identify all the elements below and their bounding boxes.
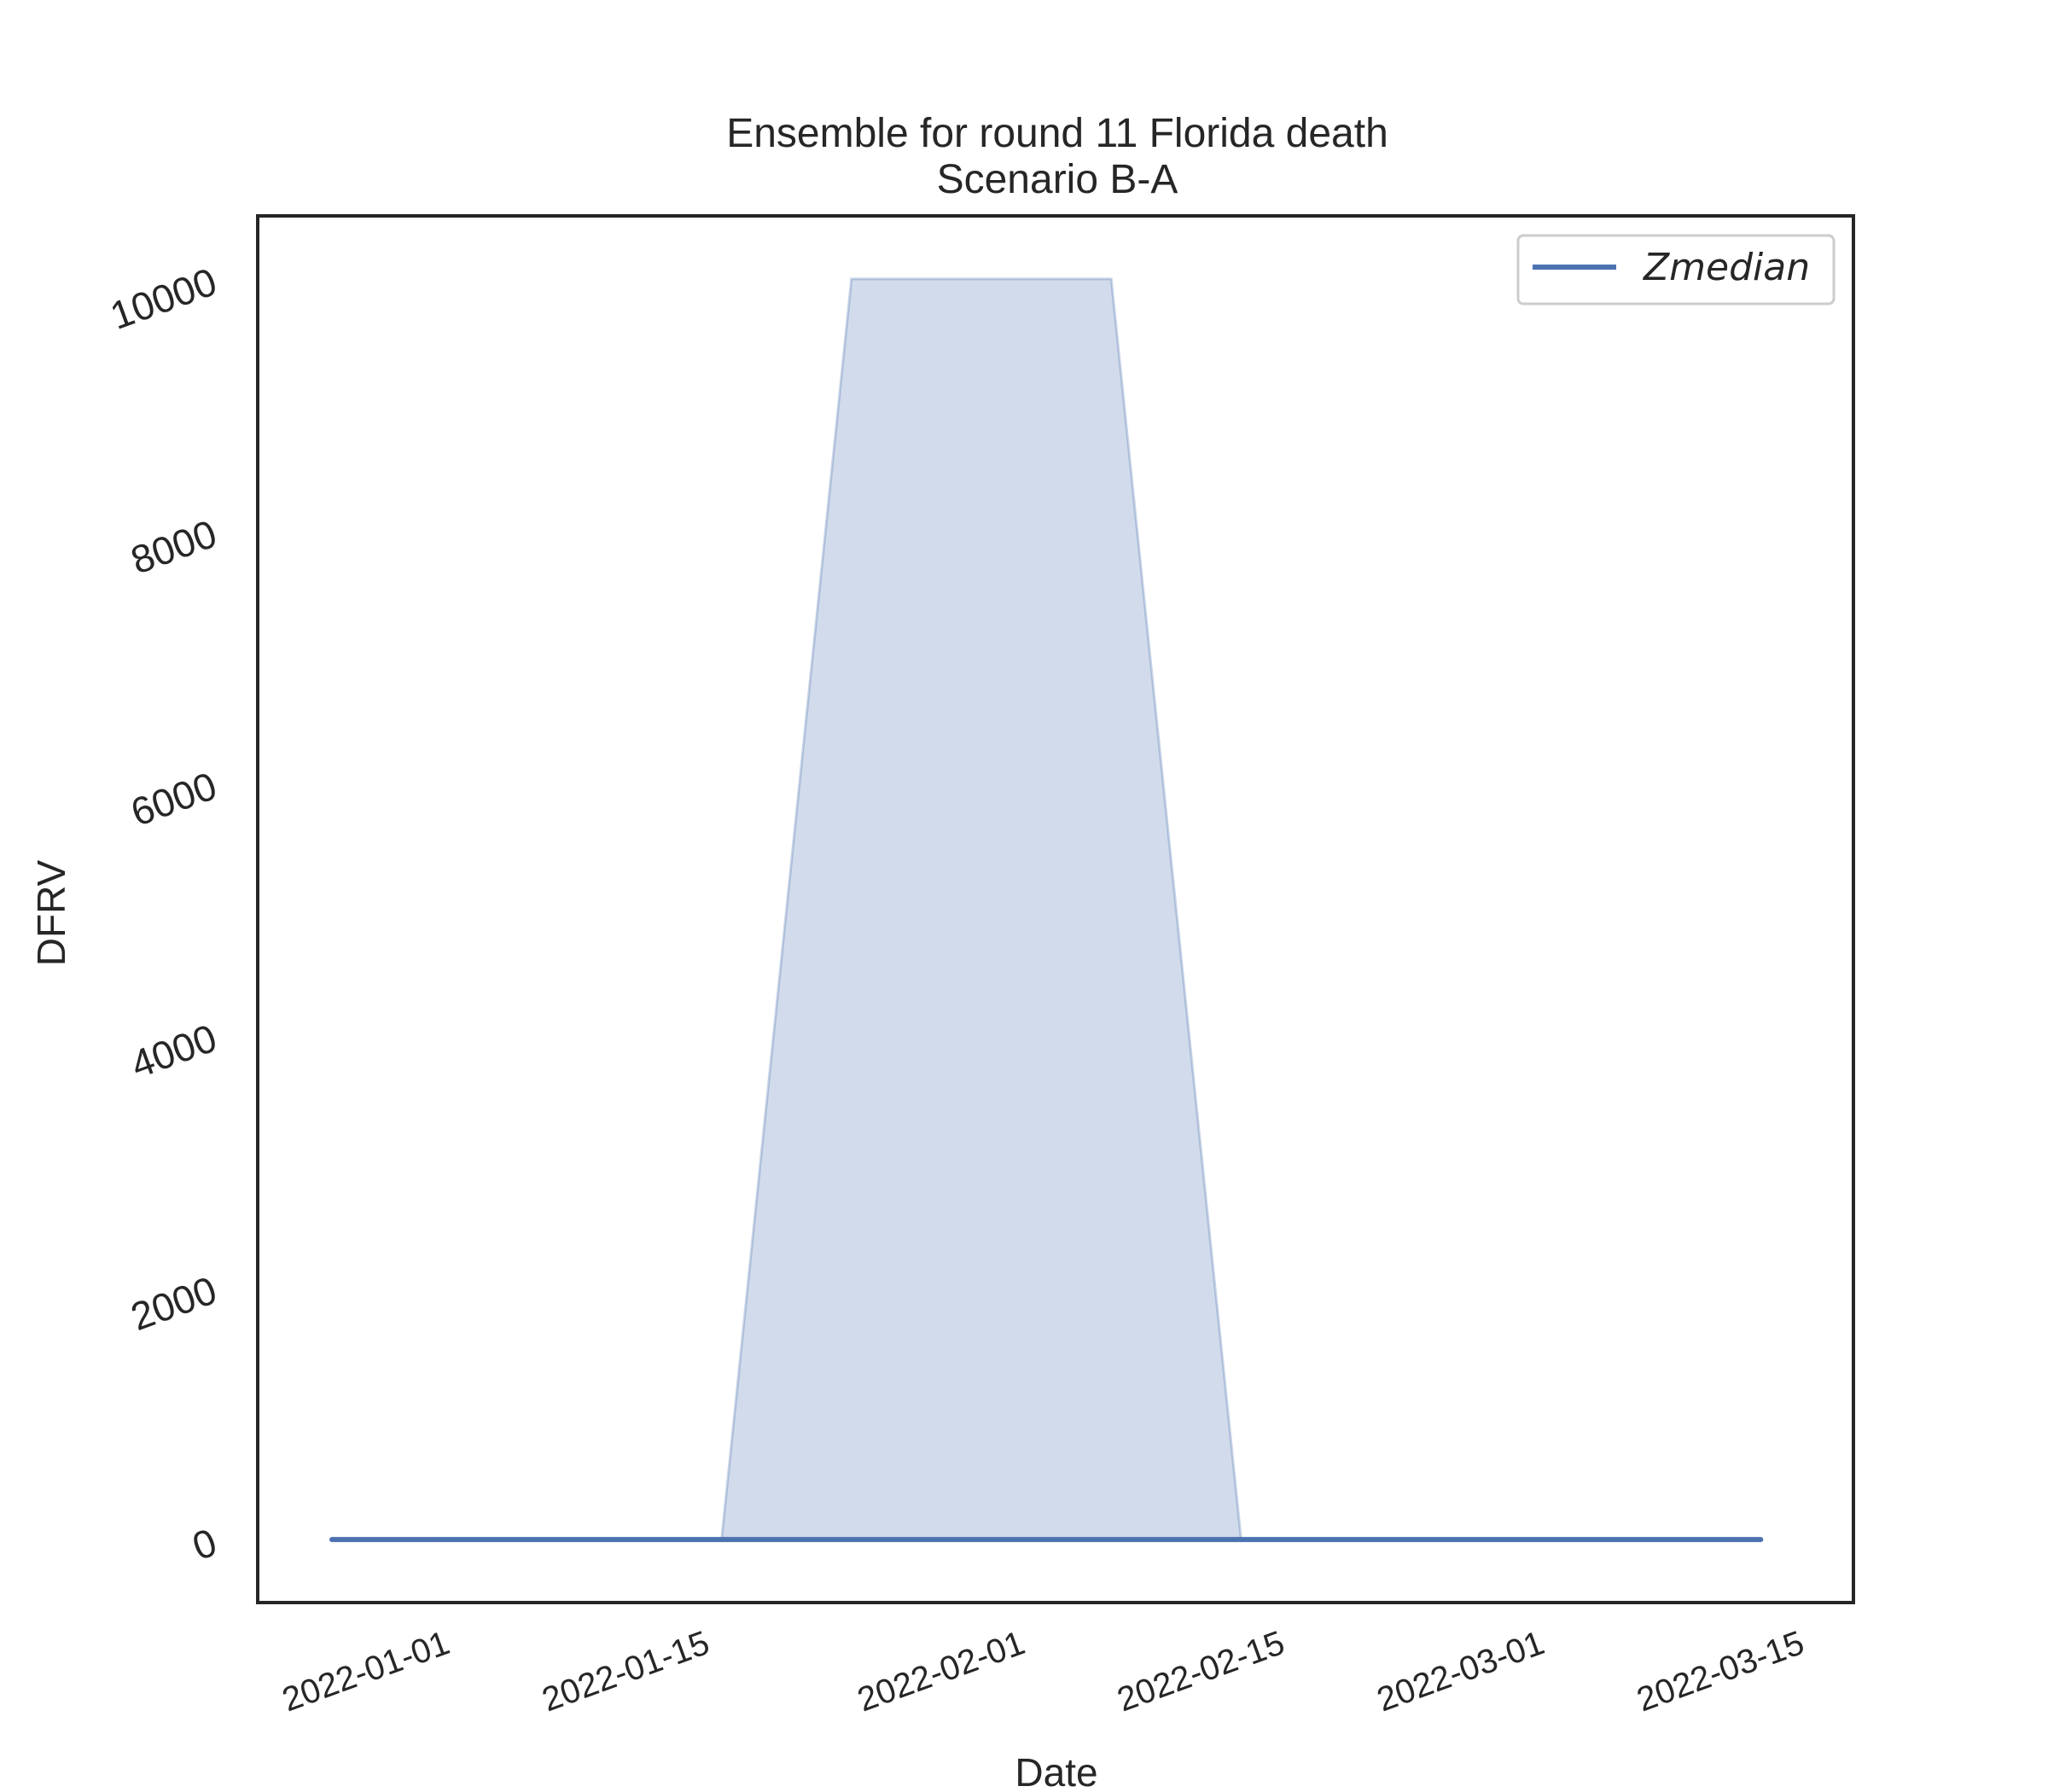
x-tick-label: 2022-03-01 xyxy=(1372,1624,1549,1719)
x-tick-label: 2022-03-15 xyxy=(1632,1624,1809,1719)
y-tick-label: 2000 xyxy=(125,1267,222,1339)
x-tick-label: 2022-02-15 xyxy=(1113,1624,1289,1719)
x-axis-ticks: 2022-01-01 2022-01-15 2022-02-01 2022-02-15… xyxy=(277,1624,1809,1719)
plot-area xyxy=(329,277,1764,1543)
plot-frame xyxy=(256,214,1855,1604)
y-tick-label: 8000 xyxy=(125,511,222,583)
y-tick-label: 4000 xyxy=(125,1015,222,1087)
legend-label-zmedian: Zmedian xyxy=(1643,246,1810,289)
y-tick-label: 0 xyxy=(187,1520,223,1569)
y-axis-label: DFRV xyxy=(29,859,73,966)
confidence-band xyxy=(332,277,1761,1541)
y-tick-label: 6000 xyxy=(125,763,222,835)
chart-subtitle: Scenario B-A xyxy=(937,157,1178,202)
chart-title: Ensemble for round 11 Florida death xyxy=(726,111,1388,156)
legend: Zmedian xyxy=(1516,234,1836,305)
y-tick-label: 10000 xyxy=(104,259,222,338)
x-tick-label: 2022-02-01 xyxy=(852,1624,1029,1719)
legend-box xyxy=(1516,234,1836,305)
y-axis-ticks: 0 2000 4000 6000 8000 10000 xyxy=(104,259,222,1568)
x-tick-label: 2022-01-15 xyxy=(538,1624,714,1719)
x-tick-label: 2022-01-01 xyxy=(277,1624,454,1719)
x-axis-label: Date xyxy=(1015,1750,1097,1792)
